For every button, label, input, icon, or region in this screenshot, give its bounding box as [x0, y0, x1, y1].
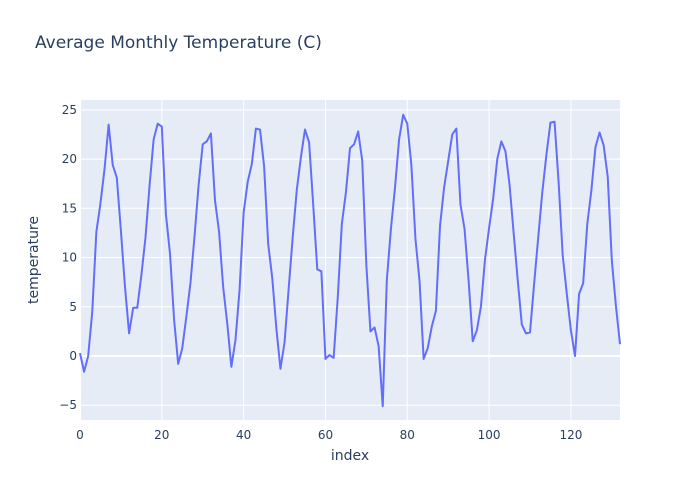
- x-tick-label: 100: [478, 428, 501, 442]
- x-tick-label: 120: [559, 428, 582, 442]
- y-tick-label: 25: [62, 103, 77, 117]
- x-axis-title: index: [331, 448, 369, 464]
- x-tick-label: 0: [76, 428, 84, 442]
- y-tick-label: −5: [59, 398, 77, 412]
- x-tick-label: 20: [154, 428, 169, 442]
- y-axis-title: temperature: [26, 216, 42, 304]
- y-tick-label: 20: [62, 152, 77, 166]
- temperature-series-line: [79, 113, 621, 408]
- chart-title: Average Monthly Temperature (C): [35, 33, 322, 53]
- y-tick-label: 5: [69, 300, 77, 314]
- y-tick-label: 15: [62, 201, 77, 215]
- y-tick-label: 0: [69, 349, 77, 363]
- x-tick-label: 60: [318, 428, 333, 442]
- x-tick-label: 80: [400, 428, 415, 442]
- x-tick-label: 40: [236, 428, 251, 442]
- y-tick-label: 10: [62, 251, 77, 265]
